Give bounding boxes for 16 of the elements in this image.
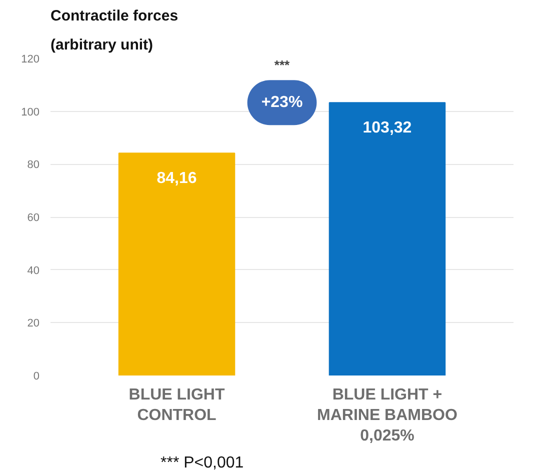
data-label: 103,32 [362, 120, 412, 137]
y-tick-label: 40 [27, 264, 40, 277]
chart-subtitle: (arbitrary unit) [50, 36, 154, 54]
y-tick-label: 80 [27, 159, 40, 172]
x-tick-label: BLUE LIGHT CONTROL [128, 386, 225, 424]
annotation: +23% [261, 94, 303, 112]
y-tick-label: 20 [27, 318, 40, 330]
chart-title: Contractile forces [50, 8, 178, 24]
annotation: *** [274, 58, 291, 73]
y-tick-label: 100 [21, 106, 40, 118]
data-label: 84,16 [156, 170, 197, 188]
y-tick-label: 60 [27, 212, 40, 224]
y-tick-label: 120 [21, 54, 40, 66]
text: *** P<0,001 [160, 454, 244, 472]
x-tick-label: BLUE LIGHT + MARINE BAMBOO 0,025% [317, 386, 458, 444]
y-tick-label: 0 [33, 370, 40, 382]
